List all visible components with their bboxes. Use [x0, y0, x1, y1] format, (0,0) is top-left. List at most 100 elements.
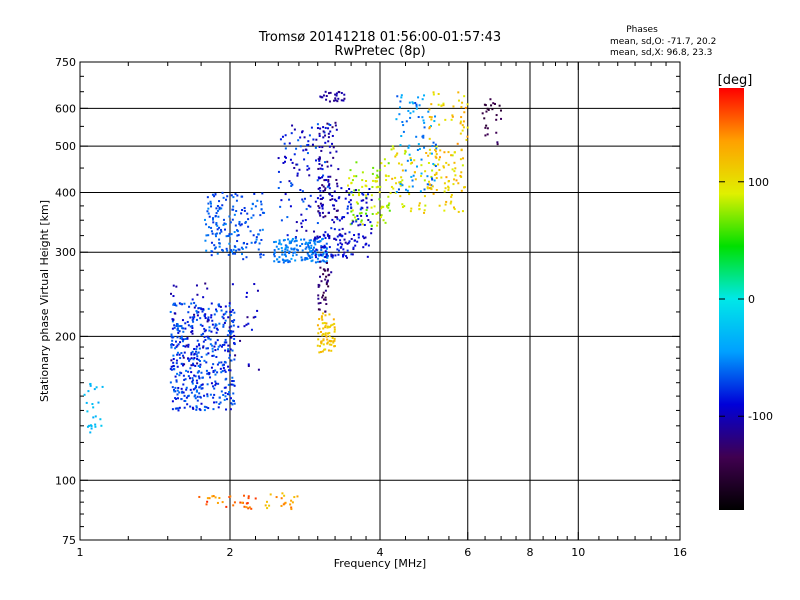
echo-point	[227, 350, 230, 353]
echo-point	[286, 216, 289, 219]
echo-point	[197, 311, 200, 314]
echo-point	[435, 177, 438, 180]
echo-point	[194, 364, 197, 367]
echo-point	[231, 283, 234, 286]
echo-point	[216, 501, 219, 504]
echo-point	[258, 242, 261, 245]
echo-point	[247, 218, 250, 221]
echo-point	[230, 330, 233, 333]
echo-point	[285, 244, 288, 247]
echo-point	[92, 406, 95, 409]
echo-point	[357, 192, 360, 195]
echo-point	[410, 175, 413, 178]
echo-point	[202, 308, 205, 311]
echo-point	[401, 184, 404, 187]
echo-point	[200, 355, 203, 358]
echo-point	[318, 351, 321, 354]
echo-point	[408, 101, 411, 104]
echo-point	[218, 496, 221, 499]
echo-point	[357, 189, 360, 192]
echo-point	[313, 241, 316, 244]
echo-point	[225, 198, 228, 201]
x-tick-label: 4	[377, 546, 384, 559]
echo-point	[346, 205, 349, 208]
echo-point	[250, 507, 253, 510]
echo-point	[172, 302, 175, 305]
echo-point	[332, 341, 335, 344]
echo-point	[176, 351, 179, 354]
echo-point	[347, 241, 350, 244]
echo-point	[229, 369, 232, 372]
echo-point	[433, 173, 436, 176]
echo-point	[342, 99, 345, 102]
echo-point	[295, 147, 298, 150]
echo-point	[305, 148, 308, 151]
echo-point	[376, 221, 379, 224]
echo-point	[466, 103, 469, 106]
echo-point	[179, 302, 182, 305]
echo-point	[201, 324, 204, 327]
echo-point	[195, 406, 198, 409]
echo-point	[422, 119, 425, 122]
echo-point	[371, 185, 374, 188]
echo-point	[239, 339, 242, 342]
echo-point	[453, 170, 456, 173]
echo-point	[454, 167, 457, 170]
echo-point	[213, 326, 216, 329]
echo-point	[211, 347, 214, 350]
echo-point	[178, 353, 181, 356]
echo-point	[250, 328, 253, 331]
echo-point	[420, 158, 423, 161]
echo-point	[220, 345, 223, 348]
echo-point	[211, 344, 214, 347]
echo-point	[327, 140, 330, 143]
echo-point	[355, 220, 358, 223]
echo-point	[204, 338, 207, 341]
echo-point	[209, 393, 212, 396]
echo-point	[319, 330, 322, 333]
echo-point	[196, 389, 199, 392]
echo-point	[204, 282, 207, 285]
echo-point	[207, 207, 210, 210]
echo-point	[351, 253, 354, 256]
echo-point	[223, 369, 226, 372]
echo-point	[330, 349, 333, 352]
echo-point	[331, 256, 334, 259]
echo-point	[334, 124, 337, 127]
echo-point	[318, 235, 321, 238]
echo-point	[198, 495, 201, 498]
echo-point	[320, 149, 323, 152]
echo-point	[402, 124, 405, 127]
echo-point	[332, 146, 335, 149]
grid-lines	[80, 62, 680, 540]
echo-point	[305, 208, 308, 211]
echo-point	[321, 312, 324, 315]
echo-point	[189, 367, 192, 370]
echo-point	[232, 205, 235, 208]
echo-point	[334, 121, 337, 124]
echo-point	[355, 161, 358, 164]
echo-point	[430, 177, 433, 180]
echo-point	[450, 118, 453, 121]
echo-point	[340, 99, 343, 102]
echo-point	[194, 397, 197, 400]
echo-point	[228, 302, 231, 305]
echo-point	[343, 238, 346, 241]
echo-point	[387, 195, 390, 198]
echo-point	[206, 497, 209, 500]
axis-ticks	[79, 61, 681, 541]
echo-point	[183, 406, 186, 409]
echo-point	[212, 221, 215, 224]
echo-point	[300, 213, 303, 216]
echo-point	[322, 333, 325, 336]
echo-point	[337, 197, 340, 200]
echo-point	[277, 170, 280, 173]
echo-point	[232, 504, 235, 507]
echo-point	[218, 242, 221, 245]
echo-point	[321, 207, 324, 210]
echo-point	[211, 218, 214, 221]
echo-point	[445, 176, 448, 179]
echo-point	[180, 352, 183, 355]
echo-point	[359, 223, 362, 226]
echo-point	[295, 229, 298, 232]
